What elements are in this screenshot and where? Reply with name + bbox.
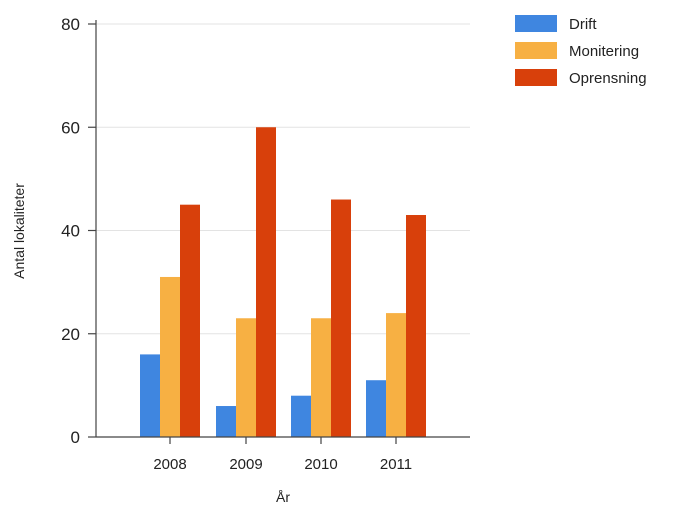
x-tick-label-2009: 2009 (229, 456, 262, 473)
x-axis-title: År (276, 489, 290, 505)
axes (95, 20, 470, 438)
legend-swatch-monitering (515, 42, 557, 59)
bar-drift-2009 (216, 406, 236, 437)
y-tick-label-80: 80 (61, 15, 80, 34)
x-tick-label-2011: 2011 (380, 456, 412, 473)
bar-oprensning-2008 (180, 204, 200, 437)
bars (140, 127, 426, 437)
bar-monitering-2009 (236, 318, 256, 437)
y-tick-label-60: 60 (61, 118, 80, 137)
legend-swatch-oprensning (515, 69, 557, 86)
bar-drift-2010 (291, 395, 311, 437)
y-tick-label-20: 20 (61, 325, 80, 344)
bar-monitering-2011 (386, 313, 406, 437)
legend: Drift Monitering Oprensning (515, 15, 647, 87)
x-tick-label-2008: 2008 (153, 456, 186, 473)
legend-label-monitering: Monitering (569, 43, 639, 60)
bar-oprensning-2011 (406, 215, 426, 437)
y-tick-label-0: 0 (71, 428, 80, 447)
x-tick-label-2010: 2010 (304, 456, 337, 473)
bar-monitering-2008 (160, 276, 180, 437)
y-axis-title: Antal lokaliteter (11, 183, 27, 279)
bar-monitering-2010 (311, 318, 331, 437)
legend-swatch-drift (515, 15, 557, 32)
legend-label-oprensning: Oprensning (569, 70, 647, 87)
bar-drift-2011 (366, 380, 386, 437)
bar-oprensning-2009 (256, 127, 276, 437)
bar-drift-2008 (140, 354, 160, 437)
x-axis-ticks: 2008 2009 2010 2011 (153, 437, 412, 473)
bar-oprensning-2010 (331, 199, 351, 437)
legend-label-drift: Drift (569, 16, 597, 33)
y-axis-ticks: 0 20 40 60 80 (61, 15, 96, 447)
y-tick-label-40: 40 (61, 222, 80, 241)
